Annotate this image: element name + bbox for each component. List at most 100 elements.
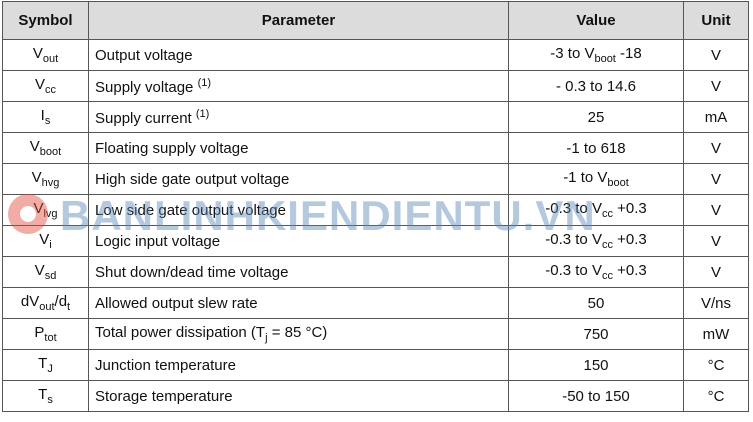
header-cell: Parameter (88, 1, 509, 40)
cell-text: Shut down/dead time voltage (95, 263, 289, 281)
table-cell: High side gate output voltage (88, 163, 509, 195)
cell-text: V (31, 169, 42, 186)
subscript: out (39, 301, 55, 313)
table-cell: -0.3 to Vcc +0.3 (508, 194, 684, 226)
table-cell: dVout/dt (2, 287, 89, 319)
cell-text: I (40, 107, 45, 124)
subscript: boot (607, 177, 629, 189)
table-cell: Total power dissipation (Tj = 85 °C) (88, 318, 509, 350)
cell-text: T (38, 386, 48, 403)
cell-text: Allowed output slew rate (95, 294, 258, 312)
subscript: boot (39, 146, 62, 158)
cell-text: V (39, 231, 50, 248)
cell-text: mA (704, 108, 728, 126)
header-cell: Symbol (2, 1, 89, 40)
table-row: Ts Storage temperature -50 to 150 °C (2, 380, 749, 412)
table-cell: V (683, 70, 749, 102)
cell-text: /d (54, 293, 68, 310)
cell-text: 50 (587, 294, 605, 312)
cell-text: 750 (583, 325, 609, 343)
table-cell: 25 (508, 101, 684, 133)
table-cell: -1 to Vboot (508, 163, 684, 195)
table-cell: Allowed output slew rate (88, 287, 509, 319)
table-cell: -1 to 618 (508, 132, 684, 164)
cell-text: High side gate output voltage (95, 170, 290, 188)
table-row: Vboot Floating supply voltage -1 to 618 V (2, 132, 749, 164)
cell-text: Logic input voltage (95, 232, 221, 250)
cell-text: Supply voltage (95, 78, 198, 96)
cell-text: V (710, 139, 721, 157)
cell-text: 25 (587, 108, 605, 126)
header-row: Symbol Parameter Value Unit (2, 1, 749, 40)
table-cell: °C (683, 380, 749, 412)
table-cell: Logic input voltage (88, 225, 509, 257)
table-cell: V (683, 256, 749, 288)
table-cell: -3 to Vboot -18 (508, 39, 684, 71)
table-cell: -0.3 to Vcc +0.3 (508, 225, 684, 257)
subscript: i (49, 239, 52, 251)
table-cell: -0.3 to Vcc +0.3 (508, 256, 684, 288)
table-cell: Vboot (2, 132, 89, 164)
subscript: tot (44, 332, 57, 344)
table-row: Is Supply current (1) 25 mA (2, 101, 749, 133)
table-cell: Vlvg (2, 194, 89, 226)
table-row: Vi Logic input voltage -0.3 to Vcc +0.3 V (2, 225, 749, 257)
table-cell: mA (683, 101, 749, 133)
cell-text: V (32, 45, 43, 62)
table-row: Vout Output voltage -3 to Vboot -18 V (2, 39, 749, 71)
table-cell: V (683, 39, 749, 71)
cell-text: 150 (583, 356, 609, 374)
table-cell: Supply voltage (1) (88, 70, 509, 102)
header-cell: Value (508, 1, 684, 40)
cell-text: -50 to 150 (562, 387, 630, 405)
subscript: s (44, 115, 51, 127)
cell-text: V (29, 138, 40, 155)
table-cell: Floating supply voltage (88, 132, 509, 164)
subscript: hvg (41, 177, 60, 189)
cell-text: -0.3 to V (545, 231, 602, 248)
subscript: s (47, 394, 53, 406)
cell-text: Floating supply voltage (95, 139, 249, 157)
table-cell: TJ (2, 349, 89, 381)
subscript: t (67, 301, 71, 313)
cell-text: Supply current (95, 109, 196, 127)
table-cell: Vcc (2, 70, 89, 102)
table-cell: Output voltage (88, 39, 509, 71)
table-cell: V (683, 225, 749, 257)
table-row: Ptot Total power dissipation (Tj = 85 °C)… (2, 318, 749, 350)
cell-text: V (710, 170, 721, 188)
cell-text: +0.3 (612, 200, 647, 217)
cell-text: V (710, 201, 721, 219)
cell-text: +0.3 (612, 231, 647, 248)
table-cell: Junction temperature (88, 349, 509, 381)
cell-text: -1 to V (563, 169, 608, 186)
cell-text: +0.3 (612, 262, 647, 279)
cell-text: P (34, 324, 45, 341)
table-cell: Ptot (2, 318, 89, 350)
subscript: cc (601, 270, 613, 282)
table-cell: 150 (508, 349, 684, 381)
table-cell: Storage temperature (88, 380, 509, 412)
cell-text: -18 (615, 45, 642, 62)
subscript: cc (601, 239, 613, 251)
subscript: cc (601, 208, 613, 220)
cell-text: V (710, 77, 721, 95)
superscript: (1) (195, 107, 210, 120)
cell-text: Total power dissipation (T (95, 324, 266, 341)
subscript: j (265, 332, 268, 344)
cell-text: - 0.3 to 14.6 (555, 77, 637, 95)
table-cell: Supply current (1) (88, 101, 509, 133)
cell-text: Output voltage (95, 46, 193, 64)
cell-text: V (33, 200, 44, 217)
cell-text: mW (702, 325, 730, 343)
header-cell: Unit (683, 1, 749, 40)
table-row: Vcc Supply voltage (1) - 0.3 to 14.6 V (2, 70, 749, 102)
table-cell: Ts (2, 380, 89, 412)
subscript: out (42, 53, 59, 65)
ratings-table: Symbol Parameter Value Unit Vout Output volt… (2, 1, 749, 412)
table-cell: V (683, 132, 749, 164)
table-cell: 750 (508, 318, 684, 350)
table-cell: 50 (508, 287, 684, 319)
subscript: J (47, 363, 53, 375)
